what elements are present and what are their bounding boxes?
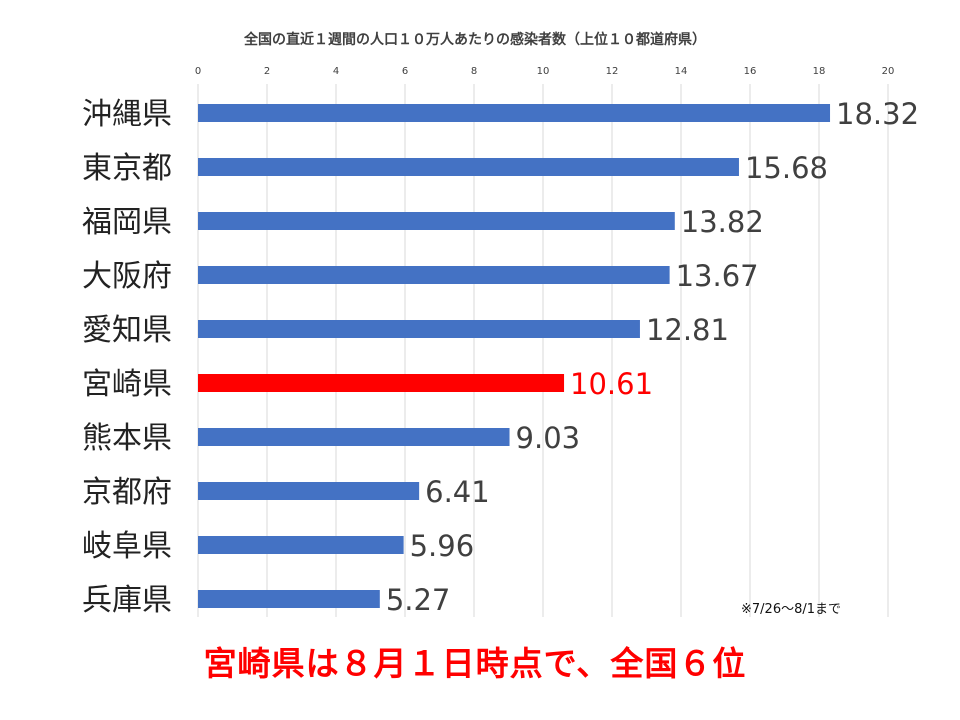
category-label: 沖縄県 [82,97,172,132]
value-label: 18.32 [836,97,919,131]
bar-8 [198,482,420,500]
x-tick-label: 20 [882,66,895,77]
headline-ranking: 宮崎県は８月１日時点で、全国６位 [203,644,747,683]
bar-3 [198,212,675,230]
x-tick-label: 12 [606,66,619,77]
x-tick-label: 14 [675,66,688,77]
value-label: 15.68 [745,151,828,185]
x-tick-label: 0 [195,66,201,77]
category-label: 京都府 [82,475,172,510]
bar-7 [198,428,510,446]
x-tick-label: 6 [402,66,408,77]
value-label: 10.61 [570,367,653,401]
category-label: 熊本県 [82,421,172,456]
value-label: 13.67 [676,259,759,293]
x-axis-ticks: 0 2 4 6 8 10 12 14 16 18 20 [195,66,895,77]
category-label: 東京都 [82,151,172,186]
value-label: 9.03 [516,421,581,455]
value-label: 6.41 [425,475,490,509]
bar-9 [198,536,404,554]
value-label: 13.82 [681,205,764,239]
value-label: 12.81 [646,313,729,347]
category-label: 岐阜県 [82,529,172,564]
x-tick-label: 4 [333,66,339,77]
x-tick-label: 8 [471,66,477,77]
period-footnote: ※7/26〜8/1まで [741,602,842,617]
category-label: 大阪府 [82,259,172,294]
bar-chart: 全国の直近１週間の人口１０万人あたりの感染者数（上位１０都道府県） 0 2 4 6 8 1… [82,31,919,618]
bar-1 [198,104,831,122]
bars [198,104,831,608]
bar-4 [198,266,670,284]
x-tick-label: 10 [537,66,550,77]
value-label: 5.96 [410,529,475,563]
chart-title: 全国の直近１週間の人口１０万人あたりの感染者数（上位１０都道府県） [243,31,706,48]
bar-5 [198,320,640,338]
bar-2 [198,158,739,176]
category-label: 福岡県 [82,205,172,240]
value-label: 5.27 [386,583,451,617]
x-tick-label: 16 [744,66,757,77]
x-tick-label: 2 [264,66,270,77]
category-label: 宮崎県 [82,367,172,402]
category-label: 愛知県 [82,313,172,348]
bar-6 [198,374,565,392]
category-label: 兵庫県 [82,583,172,618]
bar-10 [198,590,380,608]
x-tick-label: 18 [813,66,826,77]
